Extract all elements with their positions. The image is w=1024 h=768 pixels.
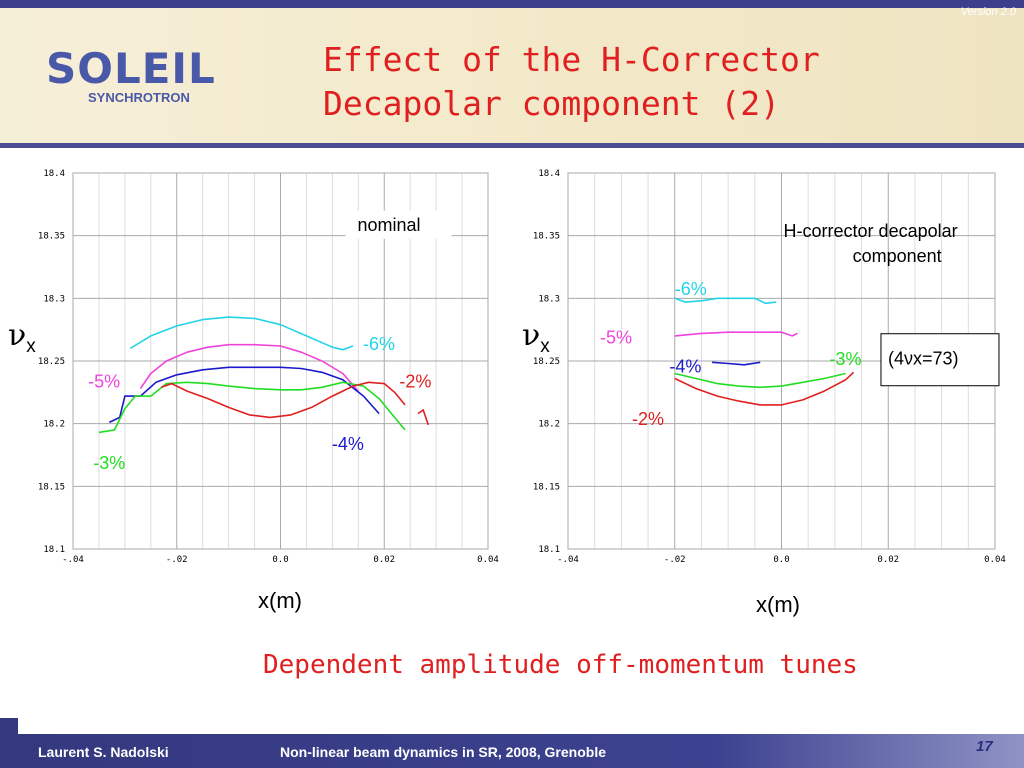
y-tick-label: 18.2 (538, 420, 560, 430)
series-line (674, 297, 777, 305)
y-tick-label: 18.25 (38, 357, 65, 367)
series-label: -2% (399, 372, 431, 392)
soleil-logo: SOLEIL SYNCHROTRON (46, 44, 216, 106)
y-tick-label: 18.35 (533, 232, 560, 242)
x-tick-label: -.02 (166, 555, 188, 565)
right-x-axis-label: x(m) (756, 592, 800, 617)
series-label: -2% (632, 409, 664, 429)
x-tick-label: 0.04 (477, 555, 499, 565)
chart-annotation: H-corrector decapolar (784, 221, 958, 241)
x-tick-label: -.04 (62, 555, 84, 565)
x-tick-label: 0.0 (773, 555, 789, 565)
footer-author: Laurent S. Nadolski (38, 744, 169, 760)
slide-title: Effect of the H-Corrector Decapolar comp… (323, 38, 820, 126)
top-bar (0, 0, 1024, 8)
x-tick-label: -.02 (664, 555, 686, 565)
y-tick-label: 18.15 (38, 482, 65, 492)
footer-event: Non-linear beam dynamics in SR, 2008, Gr… (280, 744, 606, 760)
chart-decapolar: -.04 -.02 0.0 0.02 0.04 18.1 18.15 18.2 18.25 18.… (533, 169, 1006, 565)
footer-notch (0, 718, 18, 736)
series-line (139, 343, 359, 392)
x-tick-label: 0.04 (984, 555, 1006, 565)
footer-bar (0, 734, 1024, 768)
x-tick-label: 0.0 (272, 555, 288, 565)
y-tick-label: 18.35 (38, 232, 65, 242)
series-label: -4% (332, 434, 364, 454)
y-tick-label: 18.1 (538, 545, 560, 555)
chart-annotation: nominal (358, 215, 421, 235)
series-line (712, 361, 761, 366)
slide-subtitle: Dependent amplitude off-momentum tunes (263, 650, 858, 680)
chart-annotation: component (853, 246, 942, 266)
header-divider (0, 143, 1024, 148)
series-line (674, 371, 855, 406)
annotation-box (880, 333, 1000, 387)
left-y-axis-label: νx (8, 318, 36, 357)
x-tick-label: 0.02 (373, 555, 395, 565)
y-tick-label: 18.3 (538, 294, 560, 304)
title-line-1: Effect of the H-Corrector (323, 40, 820, 79)
series-line (160, 381, 406, 419)
title-line-2: Decapolar component (2) (323, 84, 780, 123)
chart-nominal: -.04 -.02 0.0 0.02 0.04 18.1 18.15 18.2 18.25 18.… (38, 169, 499, 565)
series-label: -3% (93, 453, 125, 473)
series-label: -5% (88, 372, 120, 392)
series-label: -6% (675, 279, 707, 299)
series-label: -4% (669, 356, 701, 376)
series-line (129, 316, 354, 351)
y-tick-label: 18.15 (533, 482, 560, 492)
series-line (108, 366, 380, 424)
annotation-background (345, 210, 452, 239)
version-label: Version 2.0 (960, 6, 1016, 18)
y-tick-label: 18.2 (43, 420, 65, 430)
series-line (674, 372, 846, 389)
slide-header (0, 4, 1024, 148)
y-tick-label: 18.25 (533, 357, 560, 367)
series-label: -3% (830, 349, 862, 369)
chart-annotation: (4νx=73) (888, 349, 959, 369)
y-tick-label: 18.1 (43, 545, 65, 555)
x-tick-label: 0.02 (877, 555, 899, 565)
series-label: -5% (600, 328, 632, 348)
left-x-axis-label: x(m) (258, 588, 302, 613)
x-tick-label: -.04 (557, 555, 579, 565)
series-label: -6% (363, 334, 395, 354)
y-tick-label: 18.4 (538, 169, 560, 179)
logo-subtext: SYNCHROTRON (88, 90, 190, 105)
right-y-axis-label: νx (522, 318, 550, 357)
y-tick-label: 18.3 (43, 294, 65, 304)
series-line (98, 381, 406, 434)
series-line (417, 409, 430, 426)
y-tick-label: 18.4 (43, 169, 65, 179)
series-line (674, 331, 798, 337)
page-number: 17 (976, 738, 993, 755)
logo-word: SOLEIL (46, 44, 216, 93)
